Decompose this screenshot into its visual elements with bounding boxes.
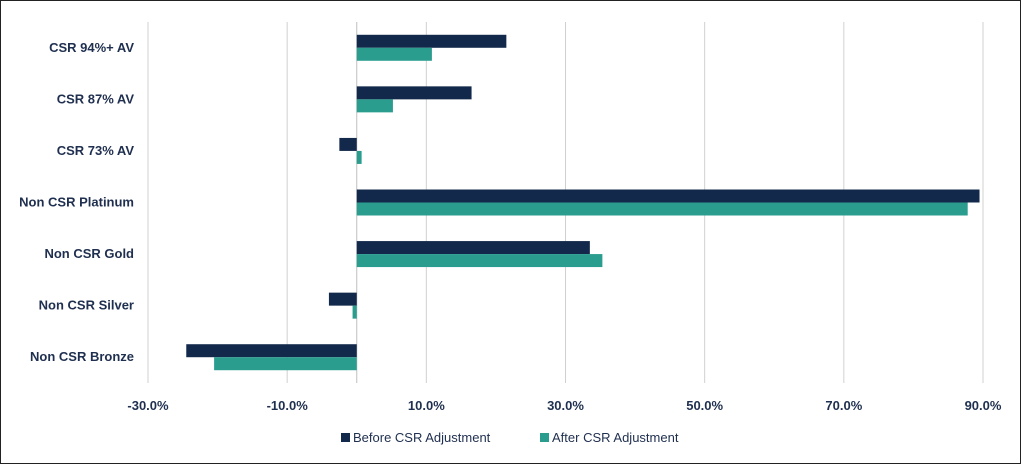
x-tick-label: 50.0% <box>686 398 723 413</box>
legend: Before CSR Adjustment After CSR Adjustme… <box>341 430 679 445</box>
x-tick-label: 30.0% <box>547 398 584 413</box>
bar-after <box>356 47 432 61</box>
bar-after <box>352 305 357 319</box>
bar-before <box>328 292 357 306</box>
bar-before <box>186 344 357 358</box>
legend-swatch-before <box>341 433 350 442</box>
bar-after <box>356 99 393 113</box>
category-label: CSR 87% AV <box>57 91 135 106</box>
bar-before <box>356 86 472 100</box>
bar-before <box>356 241 590 255</box>
bar-before <box>339 137 357 151</box>
category-label: Non CSR Silver <box>39 298 134 313</box>
x-tick-label: -30.0% <box>127 398 169 413</box>
legend-label-after: After CSR Adjustment <box>552 430 679 445</box>
legend-swatch-after <box>540 433 549 442</box>
x-tick-label: 70.0% <box>825 398 862 413</box>
category-labels: CSR 94%+ AV CSR 87% AV CSR 73% AV Non CSR P… <box>19 40 134 364</box>
x-tick-label: 90.0% <box>965 398 1002 413</box>
legend-label-before: Before CSR Adjustment <box>353 430 491 445</box>
category-label: Non CSR Bronze <box>30 349 134 364</box>
category-label: Non CSR Platinum <box>19 195 134 210</box>
bar-before <box>356 34 507 48</box>
bar-after <box>214 357 357 371</box>
bar-before <box>356 189 980 203</box>
x-tick-label: -10.0% <box>267 398 309 413</box>
bar-after <box>356 202 968 216</box>
category-label: Non CSR Gold <box>44 246 134 261</box>
category-label: CSR 94%+ AV <box>49 40 134 55</box>
category-label: CSR 73% AV <box>57 143 135 158</box>
bar-after <box>356 150 362 164</box>
bar-after <box>356 254 603 268</box>
x-tick-label: 10.0% <box>408 398 445 413</box>
x-tick-labels: -30.0% -10.0% 10.0% 30.0% 50.0% 70.0% 90.0% <box>127 398 1001 413</box>
bars <box>186 34 980 371</box>
